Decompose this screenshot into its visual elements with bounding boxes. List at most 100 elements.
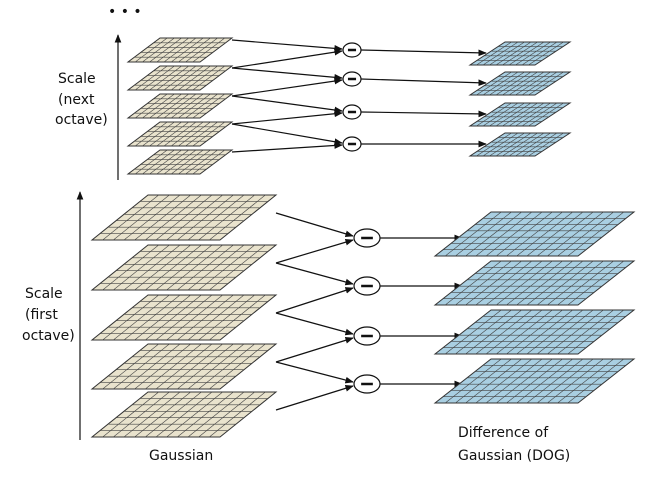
grid-line [536,211,594,257]
grid-line [163,37,197,63]
grid-line [156,93,189,119]
grid-line [515,132,551,157]
dog-label: Gaussian (DOG) [458,448,570,464]
grid-line [557,358,614,404]
arrow [231,77,343,97]
grid-line [198,244,255,291]
grid-line [178,121,211,147]
label-line: octave) [22,328,75,344]
grid-line [171,65,204,91]
grid-line [475,309,533,355]
grid-line [495,132,532,157]
grid-line [155,294,213,341]
label-line: (first [25,307,58,323]
grid-line [475,358,533,404]
grid-line [567,211,624,257]
gaussian-label: Gaussian [149,448,213,464]
arrow [231,39,343,52]
grid-line [145,294,202,341]
grid-line [485,358,543,404]
grid-line [567,358,624,404]
grid-line [526,309,584,355]
grid-line [166,343,223,390]
grid-line [567,309,624,355]
grid-line [163,121,197,147]
grid-line [123,391,181,438]
grid-line [113,294,170,341]
grid-line [496,211,553,257]
grid-line [495,71,532,96]
grid-line [482,102,519,127]
grid-line [485,309,543,355]
grid-line [113,343,170,390]
grid-line [489,71,525,96]
grid-line [142,37,175,63]
grid-line [178,65,211,91]
grid-line [102,391,159,438]
grid-line [528,102,564,127]
grid-line [149,65,182,91]
grid-line [521,102,558,127]
grid-line [123,294,181,341]
grid-line [163,93,197,119]
arrow [275,385,354,411]
grid-line [149,149,182,175]
grid-line [502,102,538,127]
arrow [360,110,487,118]
grid-line [185,65,218,91]
grid-line [496,358,553,404]
grid-line [134,343,191,390]
grid-line [192,37,225,63]
grid-line [445,358,502,404]
grid-line [547,260,604,306]
grid-line [516,309,573,355]
grid-line [502,71,538,96]
grid-line [142,93,175,119]
grid-line [185,121,218,147]
grid-line [465,358,522,404]
grid-line [536,358,594,404]
grid-line [209,244,266,291]
grid-line [516,211,573,257]
ellipsis: • • • [108,4,142,20]
grid-line [123,194,181,241]
grid-line [156,37,189,63]
grid-line [536,309,594,355]
grid-line [516,358,573,404]
grid-line [185,149,218,175]
grid-line [495,41,532,66]
grid-line [149,37,182,63]
grid-line [142,65,175,91]
arrow [275,212,354,238]
grid-line [557,309,614,355]
grid-line [135,149,168,175]
grid-line [134,244,191,291]
grid-line [155,343,213,390]
grid-line [489,102,525,127]
grid-line [155,194,213,241]
grid-line [166,244,223,291]
grid-line [178,93,211,119]
arrow [231,95,343,114]
grid-line [476,102,512,127]
grid-line [515,71,551,96]
grid-line [102,343,159,390]
grid-line [102,294,159,341]
grid-line [209,194,266,241]
grid-line [185,93,218,119]
grid-line [465,211,522,257]
grid-line [547,358,604,404]
grid-line [515,41,551,66]
grid-line [187,343,245,390]
grid-line [445,309,502,355]
grid-line [455,211,512,257]
grid-line [455,260,512,306]
grid-line [528,71,564,96]
grid-line [455,358,512,404]
grid-line [508,102,545,127]
grid-line [102,194,159,241]
grid-line [145,343,202,390]
grid-line [557,260,614,306]
grid-line [502,41,538,66]
grid-line [187,391,245,438]
